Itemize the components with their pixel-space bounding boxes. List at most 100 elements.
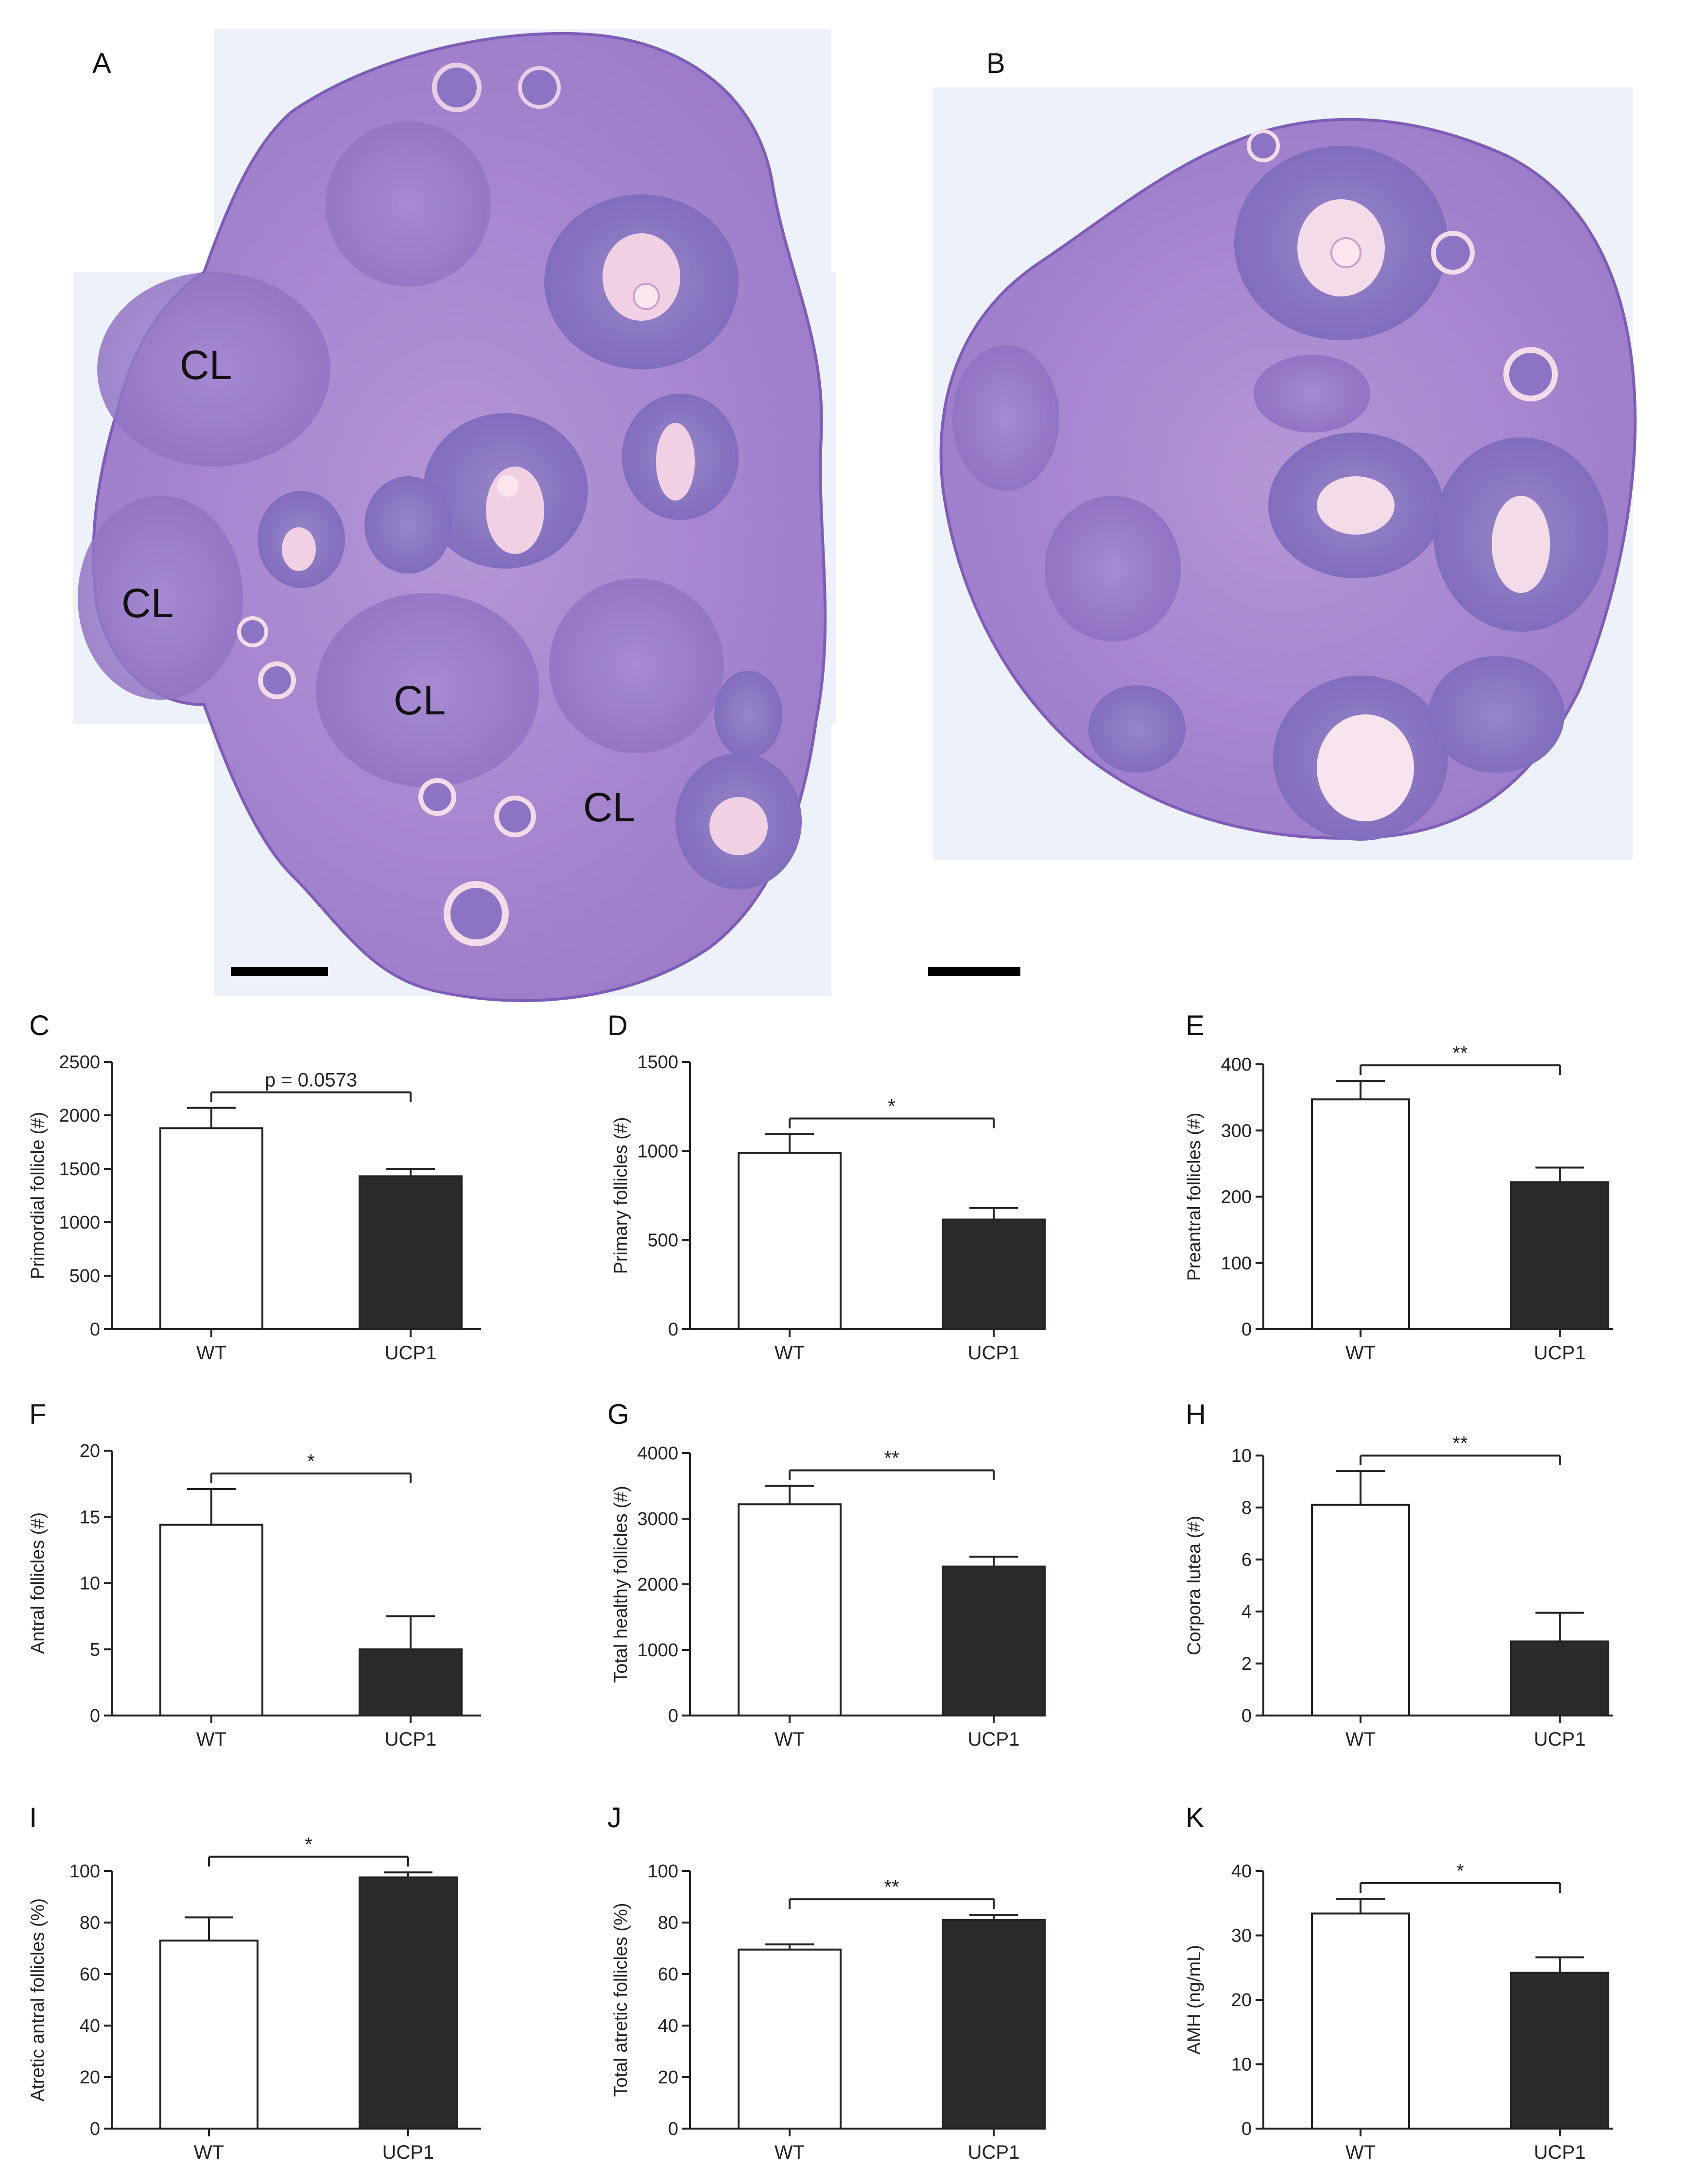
small-follicle-3 bbox=[444, 881, 509, 946]
bar-ucp1 bbox=[942, 1565, 1046, 1717]
y-tick-label: 0 bbox=[1241, 2119, 1252, 2139]
follicle-a-1-oocyte bbox=[633, 283, 660, 310]
small-follicle-b-2 bbox=[1431, 231, 1475, 275]
y-tick-label: 5 bbox=[90, 1640, 100, 1660]
y-tick-label: 20 bbox=[658, 2067, 678, 2088]
y-tick-label: 0 bbox=[1241, 1319, 1252, 1340]
significance-label: ** bbox=[884, 1876, 899, 1898]
follicle-b-8 bbox=[1254, 355, 1370, 433]
chart-k: K 0 10 20 30 40 AMH (ng/mL) WT UCP1 * bbox=[1184, 1802, 1613, 2163]
bar-wt bbox=[1311, 1912, 1410, 2130]
follicle-a-1-antrum bbox=[603, 233, 680, 321]
y-tick-label: 10 bbox=[1231, 2055, 1252, 2075]
x-tick-label-ucp1: UCP1 bbox=[382, 2142, 434, 2163]
y-tick-label: 40 bbox=[80, 2016, 100, 2036]
y-tick-label: 400 bbox=[1221, 1055, 1252, 1075]
y-tick-label: 500 bbox=[648, 1231, 678, 1251]
x-tick-label-ucp1: UCP1 bbox=[385, 1729, 437, 1750]
panel-letter-g: G bbox=[607, 1399, 629, 1430]
y-tick-label: 2000 bbox=[637, 1575, 678, 1595]
small-follicle-5 bbox=[418, 778, 456, 816]
y-tick-label: 20 bbox=[1231, 1990, 1252, 2011]
x-tick-label-wt: WT bbox=[775, 1729, 805, 1750]
chart-i: I 0 20 40 60 80 100 Atretic antral follicles (%… bbox=[28, 1802, 481, 2163]
small-follicle-2 bbox=[518, 66, 561, 109]
bar-wt bbox=[738, 1152, 842, 1330]
significance-label: p = 0.0573 bbox=[265, 1070, 357, 1091]
y-tick-label: 15 bbox=[80, 1507, 100, 1527]
x-tick-label-wt: WT bbox=[196, 1342, 226, 1364]
x-tick-label-wt: WT bbox=[1345, 1342, 1376, 1364]
corpus-luteum-1 bbox=[97, 272, 330, 467]
y-axis-label: Primary follicles (#) bbox=[611, 1117, 631, 1274]
panel-letter-h: H bbox=[1186, 1399, 1206, 1430]
x-tick-label-wt: WT bbox=[196, 1729, 226, 1750]
small-follicle-b-1 bbox=[1503, 347, 1558, 401]
panel-letter-b: B bbox=[986, 48, 1005, 79]
y-tick-label: 0 bbox=[90, 1319, 100, 1340]
corpus-luteum-3 bbox=[316, 593, 539, 787]
follicle-b-9 bbox=[1088, 685, 1186, 773]
y-tick-label: 80 bbox=[658, 1913, 678, 1933]
x-tick-label-ucp1: UCP1 bbox=[968, 1729, 1020, 1750]
significance-label: ** bbox=[884, 1448, 899, 1469]
y-tick-label: 6 bbox=[1241, 1550, 1252, 1570]
x-tick-label-wt: WT bbox=[1345, 1729, 1376, 1750]
panel-letter-d: D bbox=[607, 1010, 628, 1041]
y-tick-label: 1000 bbox=[637, 1640, 678, 1661]
follicle-a-3-antrum bbox=[656, 423, 695, 501]
chart-c: C 0 500 1000 1500 2000 2500 Primordial follicle… bbox=[28, 1010, 481, 1364]
y-axis-label: Corpora lutea (#) bbox=[1184, 1516, 1205, 1655]
y-tick-label: 4 bbox=[1241, 1602, 1252, 1622]
bar-ucp1 bbox=[359, 1876, 458, 2130]
follicle-a-5 bbox=[364, 476, 452, 573]
bar-wt bbox=[738, 1948, 842, 2130]
scale-bar-a bbox=[231, 967, 328, 976]
follicle-b-4-antrum bbox=[1317, 714, 1414, 821]
bar-wt bbox=[1311, 1504, 1410, 1716]
significance-label: * bbox=[888, 1096, 896, 1117]
significance-label: * bbox=[307, 1451, 315, 1472]
follicle-b-5 bbox=[1429, 656, 1565, 773]
significance-label: ** bbox=[1452, 1433, 1467, 1454]
x-tick-label-wt: WT bbox=[775, 1342, 805, 1364]
follicle-a-6-antrum bbox=[282, 527, 316, 571]
chart-e: E 0 100 200 300 400 Preantral follicles (#) WT U… bbox=[1184, 1010, 1613, 1364]
y-tick-label: 60 bbox=[80, 1964, 100, 1985]
bar-ucp1 bbox=[359, 1648, 463, 1716]
histology-panel-a: A CL CL CL CL bbox=[73, 29, 836, 1002]
y-tick-label: 500 bbox=[69, 1266, 100, 1286]
significance-label: ** bbox=[1452, 1042, 1467, 1064]
small-follicle-7 bbox=[237, 616, 268, 647]
scale-bar-b bbox=[928, 967, 1020, 976]
y-tick-label: 1500 bbox=[637, 1052, 678, 1073]
bar-ucp1 bbox=[1510, 1181, 1609, 1330]
y-tick-label: 200 bbox=[1221, 1187, 1252, 1208]
bar-wt bbox=[1311, 1098, 1410, 1330]
y-axis-label: Antral follicles (#) bbox=[28, 1512, 48, 1654]
follicle-b-1-oocyte bbox=[1330, 237, 1362, 268]
panel-letter-k: K bbox=[1186, 1802, 1205, 1834]
y-axis-label: Preantral follicles (#) bbox=[1184, 1112, 1205, 1281]
y-tick-label: 1000 bbox=[637, 1141, 678, 1161]
x-tick-label-ucp1: UCP1 bbox=[385, 1342, 437, 1364]
y-tick-label: 1000 bbox=[59, 1213, 100, 1233]
panel-letter-j: J bbox=[607, 1802, 621, 1834]
x-tick-label-ucp1: UCP1 bbox=[1534, 1342, 1586, 1364]
y-tick-label: 300 bbox=[1221, 1121, 1252, 1141]
follicle-b-6 bbox=[1045, 496, 1181, 641]
y-axis-label: AMH (ng/mL) bbox=[1184, 1945, 1205, 2055]
y-tick-label: 30 bbox=[1231, 1926, 1252, 1946]
y-tick-label: 2500 bbox=[59, 1052, 100, 1073]
small-follicle-6 bbox=[258, 661, 296, 699]
bar-wt bbox=[159, 1127, 263, 1330]
y-tick-label: 100 bbox=[648, 1861, 678, 1882]
y-tick-label: 0 bbox=[668, 2119, 678, 2139]
chart-f: F 0 5 10 15 20 Antral follicles (#) WT UCP1 * bbox=[28, 1399, 481, 1750]
y-tick-label: 2000 bbox=[59, 1106, 100, 1126]
y-tick-label: 1500 bbox=[59, 1159, 100, 1179]
y-tick-label: 0 bbox=[668, 1319, 678, 1340]
x-tick-label-ucp1: UCP1 bbox=[1534, 1729, 1586, 1750]
x-tick-label-ucp1: UCP1 bbox=[968, 1342, 1020, 1364]
significance-label: * bbox=[305, 1834, 312, 1855]
